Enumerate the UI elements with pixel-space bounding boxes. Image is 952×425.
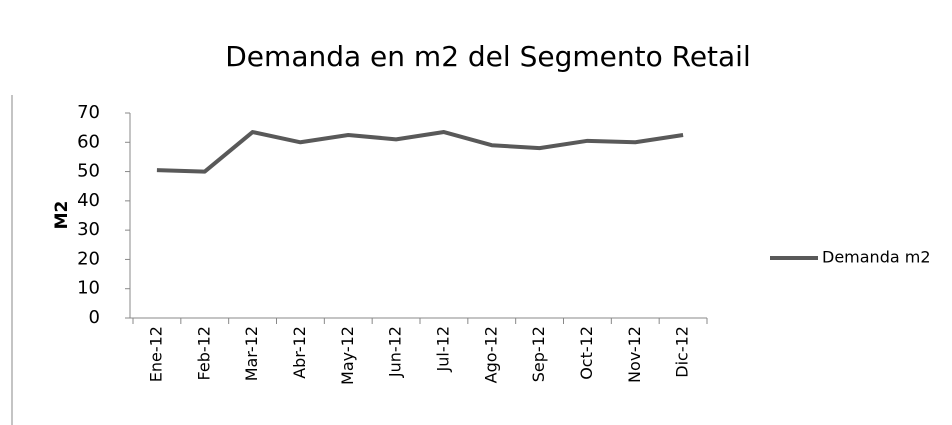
y-tick-label: 70	[77, 102, 100, 123]
x-tick-label: Ene-12	[146, 326, 165, 382]
y-tick-label: 10	[77, 278, 100, 299]
x-tick-label: Nov-12	[625, 326, 644, 383]
legend-label: Demanda m2	[822, 248, 931, 267]
x-tick-label: May-12	[338, 326, 357, 385]
x-tick-label: Mar-12	[242, 326, 261, 381]
x-tick-label: Abr-12	[290, 326, 309, 379]
y-tick-label: 50	[77, 161, 100, 182]
x-tick-label: Jul-12	[433, 326, 452, 372]
data-line	[156, 130, 684, 174]
x-tick-label: Sep-12	[529, 326, 548, 382]
y-tick-label: 30	[77, 219, 100, 240]
y-tick-label: 20	[77, 248, 100, 269]
x-tick-label: Dic-12	[673, 326, 692, 378]
y-tick-label: 40	[77, 190, 100, 211]
chart-title: Demanda en m2 del Segmento Retail	[225, 40, 751, 73]
x-tick-label: Feb-12	[194, 326, 213, 380]
x-tick-label: Jun-12	[386, 326, 405, 378]
x-tick-label: Oct-12	[577, 326, 596, 380]
y-tick-label: 60	[77, 131, 100, 152]
y-tick-label: 0	[89, 307, 100, 328]
y-axis-title: M2	[52, 201, 72, 230]
x-tick-label: Ago-12	[481, 326, 500, 383]
